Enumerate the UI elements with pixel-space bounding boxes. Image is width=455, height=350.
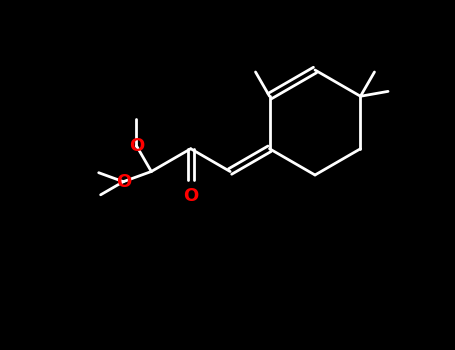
Text: O: O [116,173,131,191]
Text: O: O [183,187,198,204]
Text: O: O [129,137,144,155]
